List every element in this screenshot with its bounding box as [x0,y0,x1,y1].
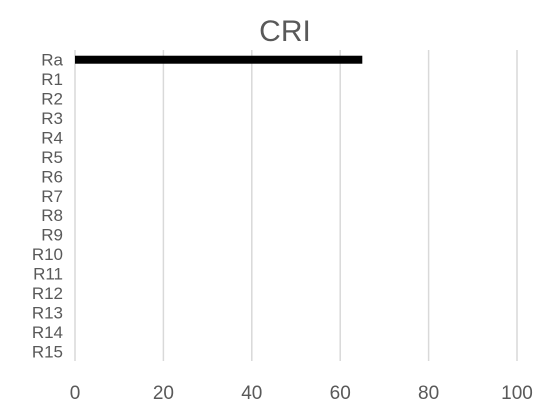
category-label-r9: R9 [41,226,63,245]
category-label-r15: R15 [32,342,63,361]
chart-title: CRI [259,15,311,48]
category-label-r14: R14 [32,323,63,342]
x-tick-label-100: 100 [501,383,533,404]
value-axis-labels: 0 20 40 60 80 100 [70,383,533,404]
category-label-r3: R3 [41,109,63,128]
category-label-r11: R11 [33,265,63,284]
category-label-r5: R5 [41,148,63,167]
x-tick-label-20: 20 [153,383,174,404]
category-label-r12: R12 [32,284,63,303]
category-label-r7: R7 [41,187,63,206]
category-label-r2: R2 [41,90,63,109]
x-tick-label-0: 0 [70,383,81,404]
gridlines [74,50,518,361]
category-label-r10: R10 [32,245,63,264]
category-label-r4: R4 [41,128,63,147]
category-label-r8: R8 [41,206,63,225]
category-label-r6: R6 [41,167,63,186]
category-label-r13: R13 [32,303,63,322]
x-tick-label-80: 80 [418,383,439,404]
x-tick-label-40: 40 [241,383,262,404]
category-label-ra: Ra [41,51,63,70]
bar-ra [75,55,363,64]
category-label-r1: R1 [41,70,63,89]
bars [75,55,363,64]
x-tick-label-60: 60 [330,383,351,404]
